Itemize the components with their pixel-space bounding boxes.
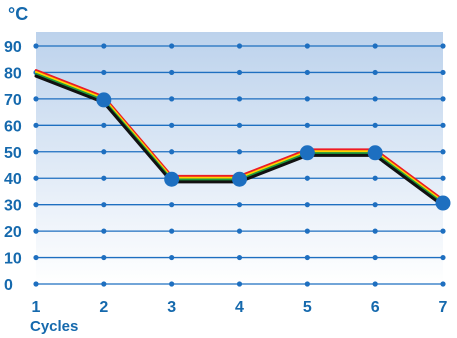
grid-dot bbox=[169, 69, 175, 76]
grid-dot bbox=[372, 122, 378, 128]
grid-dot bbox=[304, 122, 310, 128]
grid-dot bbox=[33, 122, 39, 128]
grid-dot bbox=[33, 228, 39, 234]
grid-dot bbox=[440, 43, 446, 49]
data-point-marker bbox=[299, 145, 315, 161]
grid-dot bbox=[33, 202, 39, 208]
x-tick-label: 2 bbox=[99, 299, 108, 316]
grid-dot bbox=[236, 122, 243, 128]
y-tick-label: 80 bbox=[4, 65, 22, 82]
x-tick-label: 7 bbox=[439, 299, 448, 316]
y-tick-label: 40 bbox=[4, 171, 22, 188]
grid-dot bbox=[372, 69, 378, 76]
grid-dot bbox=[440, 228, 446, 234]
grid-dot bbox=[101, 228, 107, 234]
data-point-marker bbox=[435, 195, 451, 211]
grid-dot bbox=[304, 202, 310, 208]
data-point-marker bbox=[232, 171, 247, 187]
grid-dot bbox=[101, 202, 107, 208]
grid-dot bbox=[440, 69, 446, 76]
grid-dot bbox=[236, 281, 243, 287]
grid-dot bbox=[236, 69, 243, 76]
grid-dot bbox=[169, 228, 175, 234]
x-tick-label: 1 bbox=[32, 299, 41, 316]
grid-dot bbox=[440, 175, 446, 181]
grid-dot bbox=[101, 254, 107, 261]
grid-dot bbox=[33, 96, 39, 102]
grid-dot bbox=[440, 149, 446, 155]
y-tick-label: 90 bbox=[4, 39, 22, 56]
grid-dot bbox=[304, 43, 310, 49]
grid-dot bbox=[169, 43, 175, 49]
grid-dot bbox=[236, 228, 243, 234]
grid-dot bbox=[101, 281, 107, 287]
y-tick-label: 20 bbox=[4, 224, 22, 241]
data-point-marker bbox=[96, 92, 112, 108]
grid-dot bbox=[101, 149, 107, 155]
grid-dot bbox=[169, 96, 175, 102]
grid-dot bbox=[304, 96, 310, 102]
y-tick-label: 50 bbox=[4, 145, 22, 162]
grid-dot bbox=[101, 175, 107, 181]
grid-dot bbox=[236, 96, 243, 102]
grid-dot bbox=[169, 202, 175, 208]
grid-dot bbox=[304, 228, 310, 234]
grid-dot bbox=[304, 281, 310, 287]
x-tick-label: 3 bbox=[167, 299, 176, 316]
grid-dot bbox=[33, 175, 39, 181]
y-tick-label: 30 bbox=[4, 198, 22, 215]
grid-dot bbox=[236, 43, 243, 49]
x-tick-label: 6 bbox=[371, 299, 380, 316]
grid-dot bbox=[304, 254, 310, 261]
x-axis-title: Cycles bbox=[30, 318, 79, 335]
grid-dot bbox=[169, 122, 175, 128]
grid-dot bbox=[372, 254, 378, 261]
grid-dot bbox=[33, 254, 39, 261]
grid-dot bbox=[372, 228, 378, 234]
grid-dot bbox=[236, 149, 243, 155]
grid-dot bbox=[440, 122, 446, 128]
y-axis-unit-label: °C bbox=[8, 4, 29, 24]
grid-dot bbox=[440, 281, 446, 287]
grid-dot bbox=[236, 254, 243, 261]
grid-dot bbox=[169, 254, 175, 261]
y-tick-label: 60 bbox=[4, 118, 22, 135]
grid-dot bbox=[33, 149, 39, 155]
grid-dot bbox=[169, 281, 175, 287]
data-point-marker bbox=[164, 171, 180, 187]
y-tick-label: 10 bbox=[4, 251, 22, 268]
grid-dot bbox=[372, 43, 378, 49]
grid-dot bbox=[372, 281, 378, 287]
grid-dot bbox=[372, 96, 378, 102]
y-tick-label: 70 bbox=[4, 92, 22, 109]
grid-dot bbox=[304, 69, 310, 76]
grid-dot bbox=[372, 175, 378, 181]
grid-dot bbox=[33, 43, 39, 49]
x-tick-label: 5 bbox=[303, 299, 312, 316]
grid-dot bbox=[440, 254, 446, 261]
data-point-marker bbox=[367, 145, 383, 161]
grid-dot bbox=[169, 149, 175, 155]
grid-dot bbox=[372, 202, 378, 208]
grid-dot bbox=[101, 69, 107, 76]
grid-dot bbox=[304, 175, 310, 181]
grid-dot bbox=[440, 96, 446, 102]
x-tick-label: 4 bbox=[235, 299, 244, 316]
grid-dot bbox=[101, 43, 107, 49]
y-tick-label: 0 bbox=[4, 277, 13, 294]
grid-dot bbox=[101, 122, 107, 128]
grid-dot bbox=[236, 202, 243, 208]
grid-dot bbox=[33, 281, 39, 287]
